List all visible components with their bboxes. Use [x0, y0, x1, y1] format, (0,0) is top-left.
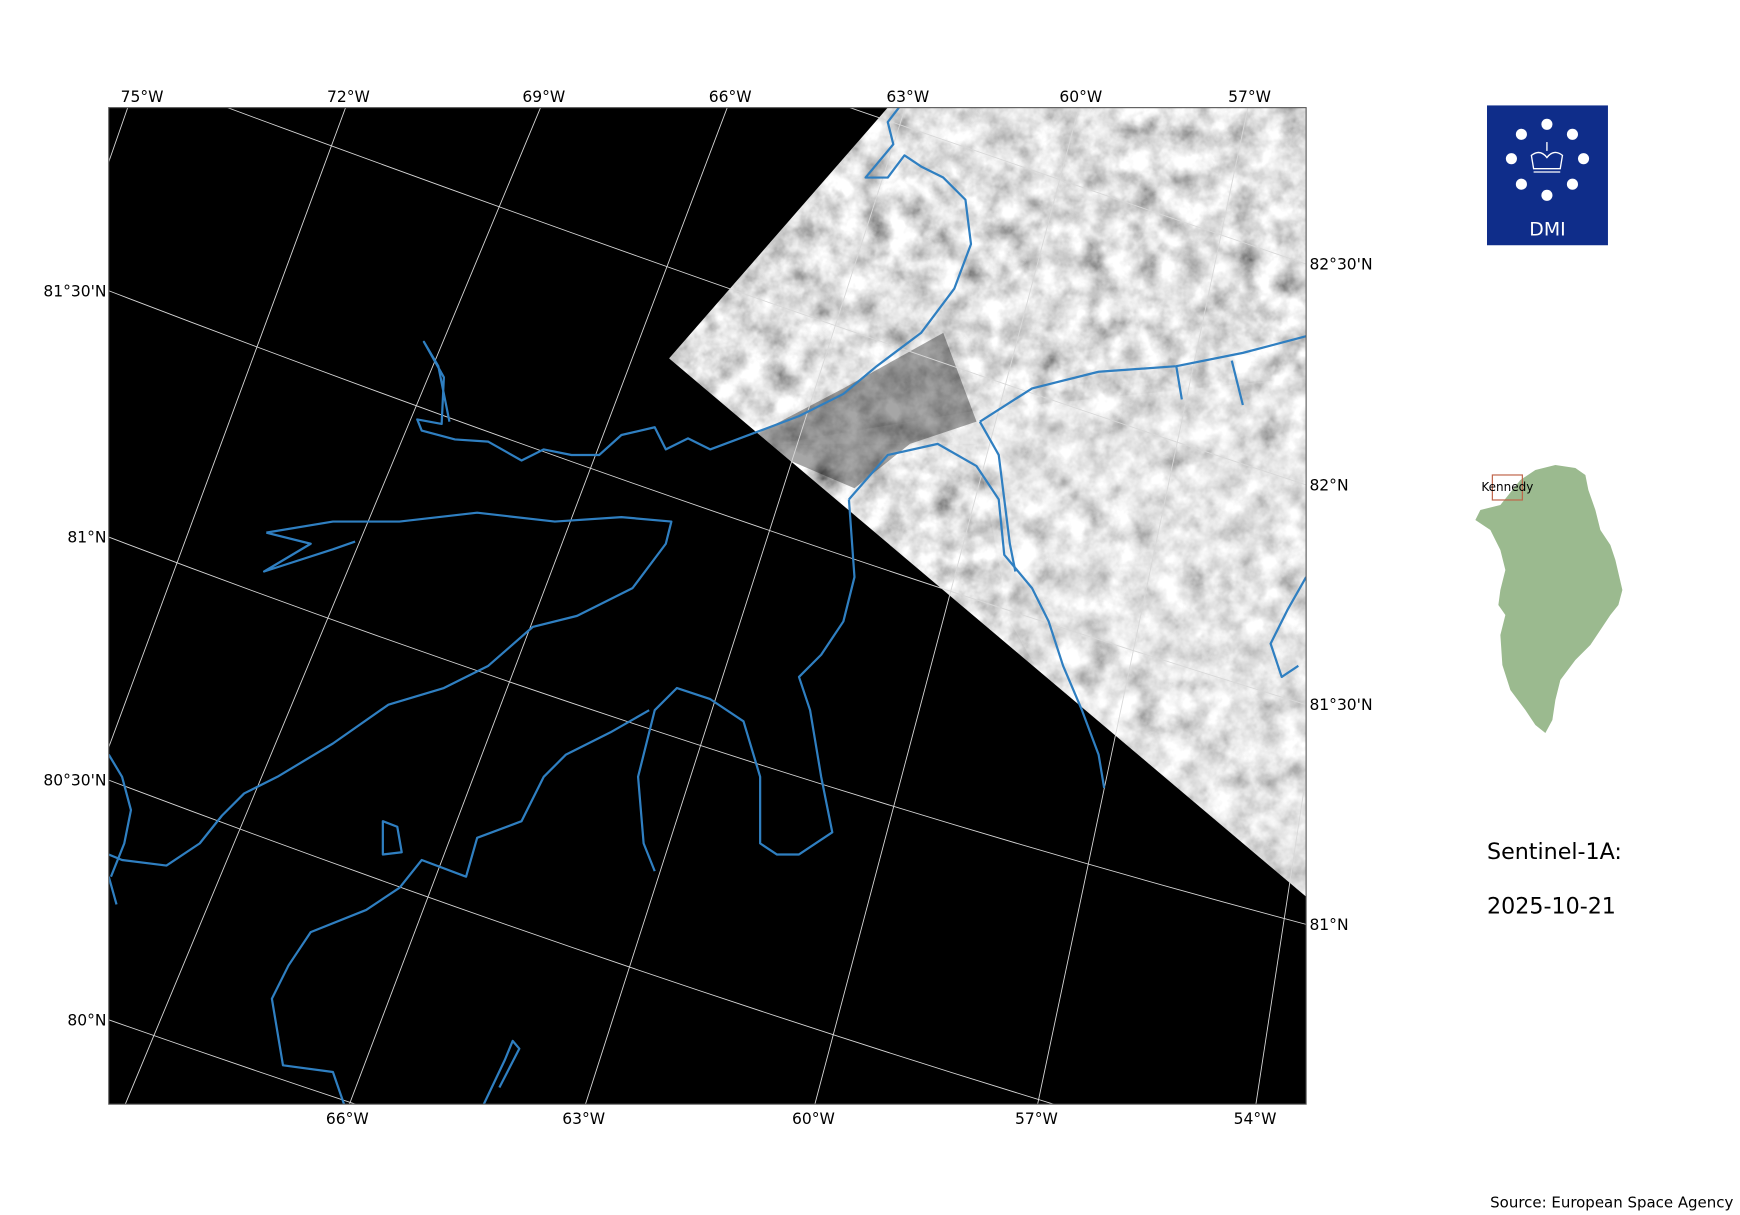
dmi-logo: DMI	[1486, 105, 1608, 246]
tick-label: 69°W	[522, 88, 565, 106]
tick-label: 75°W	[121, 88, 164, 106]
tick-label: 57°W	[1228, 88, 1271, 106]
tick-label: 60°W	[1059, 88, 1102, 106]
greenland-inset: Kennedy	[1475, 464, 1623, 734]
map-frame	[108, 107, 1307, 1105]
sar-image	[669, 107, 1307, 897]
tick-label: 66°W	[326, 1110, 369, 1128]
tick-label: 81°N	[67, 529, 106, 547]
region-box	[1491, 474, 1523, 501]
tick-label: 82°N	[1309, 476, 1348, 494]
tick-label: 80°N	[67, 1011, 106, 1029]
tick-label: 81°N	[1309, 916, 1348, 934]
coastlines	[108, 107, 1307, 1105]
graticule	[108, 107, 1307, 1105]
tick-label: 66°W	[709, 88, 752, 106]
satellite-label: Sentinel-1A:	[1487, 839, 1622, 865]
dots-icon	[1505, 118, 1590, 201]
greenland-shape	[1475, 464, 1623, 734]
map-panel[interactable]	[0, 67, 1409, 1215]
tick-label: 81°30'N	[1309, 696, 1372, 714]
tick-label: 81°30'N	[43, 282, 106, 300]
crown-icon	[1530, 142, 1564, 173]
logo-text: DMI	[1529, 218, 1565, 240]
tick-label: 57°W	[1015, 1110, 1058, 1128]
right-lat-labels: 82°30'N 82°N 81°30'N 81°N	[1309, 256, 1372, 934]
tick-label: 60°W	[792, 1110, 835, 1128]
tick-label: 63°W	[886, 88, 929, 106]
top-lon-labels: 75°W 72°W 69°W 66°W 63°W 60°W 57°W	[121, 88, 1271, 106]
source-label: Source: European Space Agency	[1490, 1193, 1733, 1211]
left-lat-labels: 81°30'N 81°N 80°30'N 80°N	[43, 282, 106, 1029]
tick-label: 82°30'N	[1309, 256, 1372, 274]
tick-label: 54°W	[1234, 1110, 1277, 1128]
tick-label: 72°W	[327, 88, 370, 106]
region-label: Kennedy	[1481, 480, 1533, 494]
tick-label: 80°30'N	[43, 772, 106, 790]
bottom-lon-labels: 66°W 63°W 60°W 57°W 54°W	[326, 1110, 1277, 1128]
date-label: 2025-10-21	[1487, 893, 1616, 919]
tick-label: 63°W	[562, 1110, 605, 1128]
